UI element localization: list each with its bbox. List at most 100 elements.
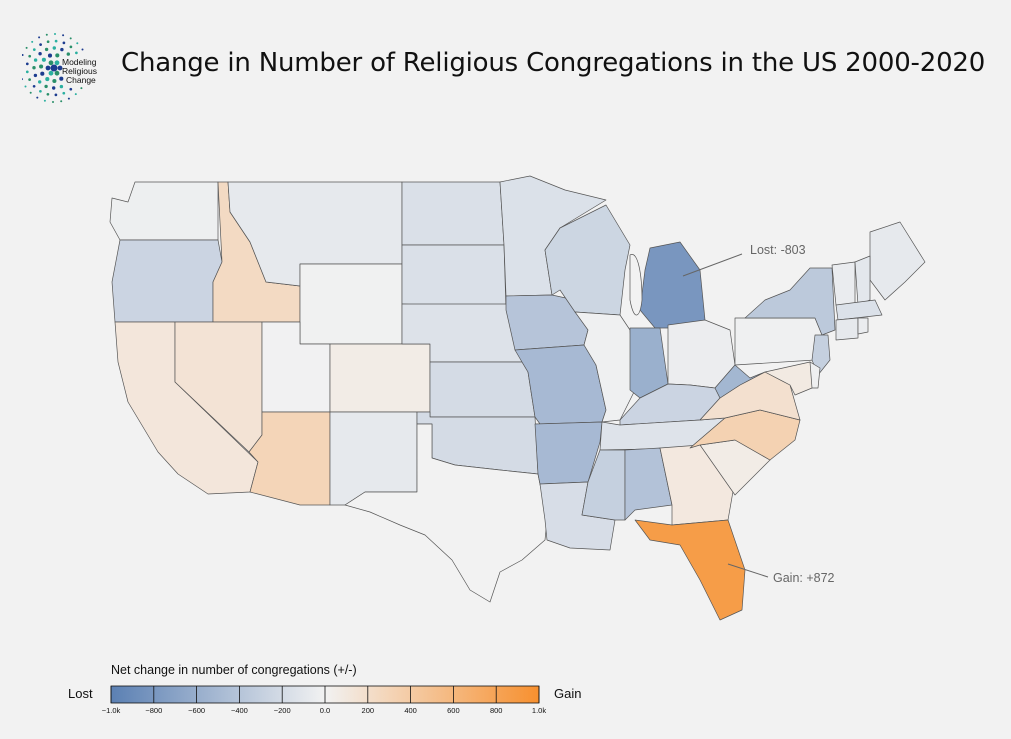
logo-dot [25, 46, 28, 49]
logo-dot [39, 43, 42, 46]
state-al [624, 447, 673, 521]
gain-annotation-line [727, 563, 769, 578]
logo-dot [22, 54, 24, 56]
logo-dot [69, 87, 73, 91]
state-nm [329, 411, 418, 506]
state-wa [109, 181, 219, 241]
state-md [764, 361, 813, 396]
logo-dot [74, 93, 77, 96]
legend-tick-label: −800 [145, 706, 162, 715]
logo-dot [48, 70, 54, 76]
state-vt [831, 261, 856, 306]
logo-dot [25, 70, 29, 74]
logo-dot [48, 60, 54, 66]
logo-text-line-2: Religious [62, 66, 97, 76]
gain-annotation: Gain: +872 [773, 571, 835, 585]
logo-dot [69, 37, 72, 40]
state-or [111, 239, 223, 323]
logo-dot [46, 40, 50, 44]
logo-dot [44, 47, 49, 52]
logo-dot [62, 91, 66, 95]
logo-dot [24, 85, 27, 88]
logo-dot [57, 65, 63, 71]
logo-dot [43, 99, 46, 102]
logo-dot [80, 87, 83, 90]
state-tx [344, 423, 548, 603]
lost-annotation-line [682, 253, 743, 277]
legend-tick-label: 800 [490, 706, 503, 715]
legend-tick-label: −400 [231, 706, 248, 715]
logo-dot [31, 40, 34, 43]
logo-dot [40, 71, 45, 76]
logo-dot [45, 65, 51, 71]
logo-dot [52, 78, 57, 84]
legend-tick-label: 600 [447, 706, 460, 715]
logo-dot [33, 58, 38, 62]
logo-dot [52, 101, 54, 103]
logo-dot [38, 80, 42, 84]
logo-dot [46, 92, 50, 96]
logo-dot [62, 34, 65, 37]
state-wy [299, 263, 403, 345]
logo-dot [45, 33, 48, 36]
logo-dot [76, 42, 79, 45]
logo-dot [54, 70, 60, 76]
logo-dot [36, 96, 39, 99]
legend-lost-label: Lost [68, 686, 93, 701]
page-title: Change in Number of Religious Congregati… [121, 48, 986, 78]
state-co [329, 343, 431, 413]
logo-dot [59, 84, 64, 89]
state-nh [854, 255, 871, 306]
logo-dot [41, 57, 46, 62]
state-nd [401, 181, 505, 246]
logo-dot [52, 46, 56, 50]
logo-dot [39, 64, 44, 69]
legend-tick-label: −1.0k [102, 706, 121, 715]
legend-tick-label: 1.0k [532, 706, 546, 715]
state-ma [835, 299, 883, 321]
state-fl [634, 519, 746, 621]
logo-dot [32, 48, 36, 51]
lake-michigan [629, 254, 643, 316]
legend-tick-label: −200 [274, 706, 291, 715]
logo-dot [28, 54, 32, 58]
logo-dot [54, 60, 60, 66]
logo-dot [25, 62, 29, 66]
logo-dot [29, 91, 32, 94]
logo-dot [28, 78, 31, 81]
logo-dot [52, 86, 56, 90]
state-ri [857, 317, 869, 335]
logo-dot [55, 53, 60, 58]
logo-dot [33, 73, 38, 78]
logo-dot [81, 48, 84, 51]
legend-tick-label: 400 [404, 706, 417, 715]
logo-dot [45, 77, 50, 82]
logo-dot [62, 41, 66, 45]
logo-text-line-1: Modeling [62, 57, 97, 67]
logo-dot [32, 66, 36, 70]
logo-dot [60, 47, 64, 52]
logo-dot [32, 84, 36, 88]
logo-dot [44, 84, 48, 89]
legend-tick-label: −600 [188, 706, 205, 715]
state-ks [429, 361, 536, 418]
logo-dot [39, 89, 42, 93]
logo-dot [38, 36, 41, 39]
state-me [869, 221, 926, 301]
state-sd [401, 244, 507, 311]
legend-gain-label: Gain [554, 686, 582, 701]
logo-dot [54, 33, 56, 35]
logo-dot [60, 100, 63, 103]
logo-dot [75, 51, 78, 55]
state-mi [639, 241, 706, 329]
logo-dot [38, 52, 42, 56]
logo-dot [47, 53, 53, 58]
logo-dot [69, 45, 73, 49]
logo-dot [54, 93, 58, 97]
logo-text-line-3: Change [66, 75, 96, 85]
logo-dot [59, 76, 64, 81]
logo-dot [22, 78, 23, 81]
logo-center-dot [50, 64, 58, 72]
legend-tick-label: 0.0 [320, 706, 330, 715]
